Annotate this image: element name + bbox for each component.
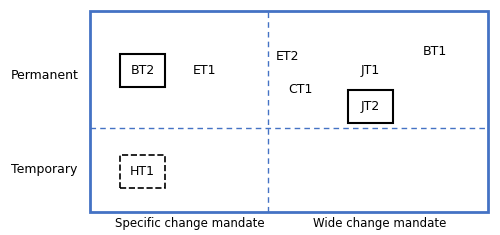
Text: BT2: BT2 bbox=[130, 64, 154, 77]
Text: Wide change mandate: Wide change mandate bbox=[314, 217, 446, 230]
Bar bbox=[90, 11, 487, 211]
Text: CT1: CT1 bbox=[288, 83, 312, 96]
Text: ET2: ET2 bbox=[276, 50, 299, 63]
Text: JT2: JT2 bbox=[360, 100, 380, 114]
Text: Temporary: Temporary bbox=[11, 163, 78, 176]
Text: BT1: BT1 bbox=[423, 45, 447, 58]
Bar bbox=[348, 90, 393, 123]
Text: HT1: HT1 bbox=[130, 165, 155, 178]
Bar bbox=[120, 155, 165, 188]
Text: Specific change mandate: Specific change mandate bbox=[115, 217, 265, 230]
Bar bbox=[120, 54, 165, 87]
Text: ET1: ET1 bbox=[193, 64, 217, 77]
Text: JT1: JT1 bbox=[360, 64, 380, 77]
Text: Permanent: Permanent bbox=[11, 69, 79, 82]
